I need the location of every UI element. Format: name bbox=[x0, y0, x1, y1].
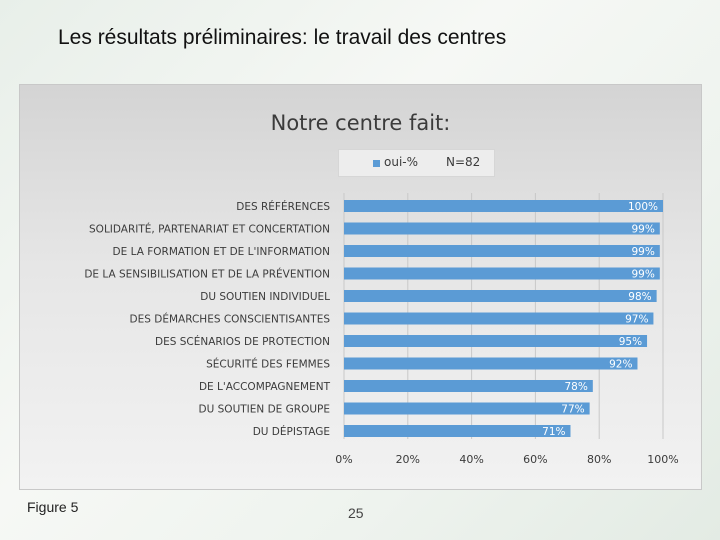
data-label: 92% bbox=[609, 359, 632, 371]
bar bbox=[344, 425, 571, 437]
bar bbox=[344, 290, 657, 302]
chart-panel: Notre centre fait: oui-% N=82 0% 20% 40% 60… bbox=[19, 84, 702, 490]
data-label: 78% bbox=[564, 381, 587, 393]
bar bbox=[344, 222, 660, 235]
legend-swatch bbox=[373, 160, 380, 167]
category-label: DE L'ACCOMPAGNEMENT bbox=[199, 381, 331, 393]
x-tick-label: 40% bbox=[459, 453, 483, 466]
category-label: DES SCÉNARIOS DE PROTECTION bbox=[155, 335, 330, 348]
category-label: DU SOUTIEN INDIVIDUEL bbox=[200, 291, 330, 303]
data-label: 99% bbox=[631, 269, 654, 281]
category-label: DU SOUTIEN DE GROUPE bbox=[199, 404, 330, 416]
x-tick-label: 60% bbox=[523, 453, 547, 466]
x-tick-label: 0% bbox=[335, 453, 352, 466]
data-label: 99% bbox=[631, 224, 654, 236]
page-number: 25 bbox=[348, 505, 364, 521]
data-label: 97% bbox=[625, 314, 648, 326]
x-tick-label: 100% bbox=[647, 453, 678, 466]
category-label: DU DÉPISTAGE bbox=[253, 425, 330, 438]
bar bbox=[344, 245, 660, 257]
category-label: SÉCURITÉ DES FEMMES bbox=[206, 358, 330, 371]
x-tick-label: 80% bbox=[587, 453, 611, 466]
bar bbox=[344, 267, 660, 280]
bar bbox=[344, 402, 590, 415]
category-label: DES DÉMARCHES CONSCIENTISANTES bbox=[130, 313, 331, 326]
data-label: 100% bbox=[628, 201, 658, 213]
chart-legend: oui-% N=82 bbox=[338, 149, 495, 177]
data-label: 98% bbox=[628, 291, 651, 303]
slide-title: Les résultats préliminaires: le travail … bbox=[58, 26, 507, 49]
category-label: DE LA FORMATION ET DE L'INFORMATION bbox=[113, 246, 330, 258]
bar bbox=[344, 312, 654, 325]
legend-sample-size: N=82 bbox=[446, 155, 481, 169]
bar bbox=[344, 200, 663, 212]
data-label: 77% bbox=[561, 404, 584, 416]
bar bbox=[344, 357, 638, 370]
category-label: DES RÉFÉRENCES bbox=[236, 200, 330, 213]
bar-chart: 0% 20% 40% 60% 80% 100% DES RÉFÉRENCES 100% SOLI… bbox=[84, 193, 679, 466]
x-tick-label: 20% bbox=[396, 453, 420, 466]
data-label: 71% bbox=[542, 426, 565, 438]
data-label: 95% bbox=[619, 336, 642, 348]
chart-title: Notre centre fait: bbox=[270, 111, 451, 135]
legend-series-label: oui-% bbox=[384, 155, 419, 169]
bar bbox=[344, 335, 648, 347]
figure-label: Figure 5 bbox=[27, 499, 79, 515]
category-label: DE LA SENSIBILISATION ET DE LA PRÉVENTIO… bbox=[84, 268, 330, 281]
category-label: SOLIDARITÉ, PARTENARIAT ET CONCERTATION bbox=[89, 223, 330, 236]
bar bbox=[344, 380, 593, 392]
data-label: 99% bbox=[631, 246, 654, 258]
